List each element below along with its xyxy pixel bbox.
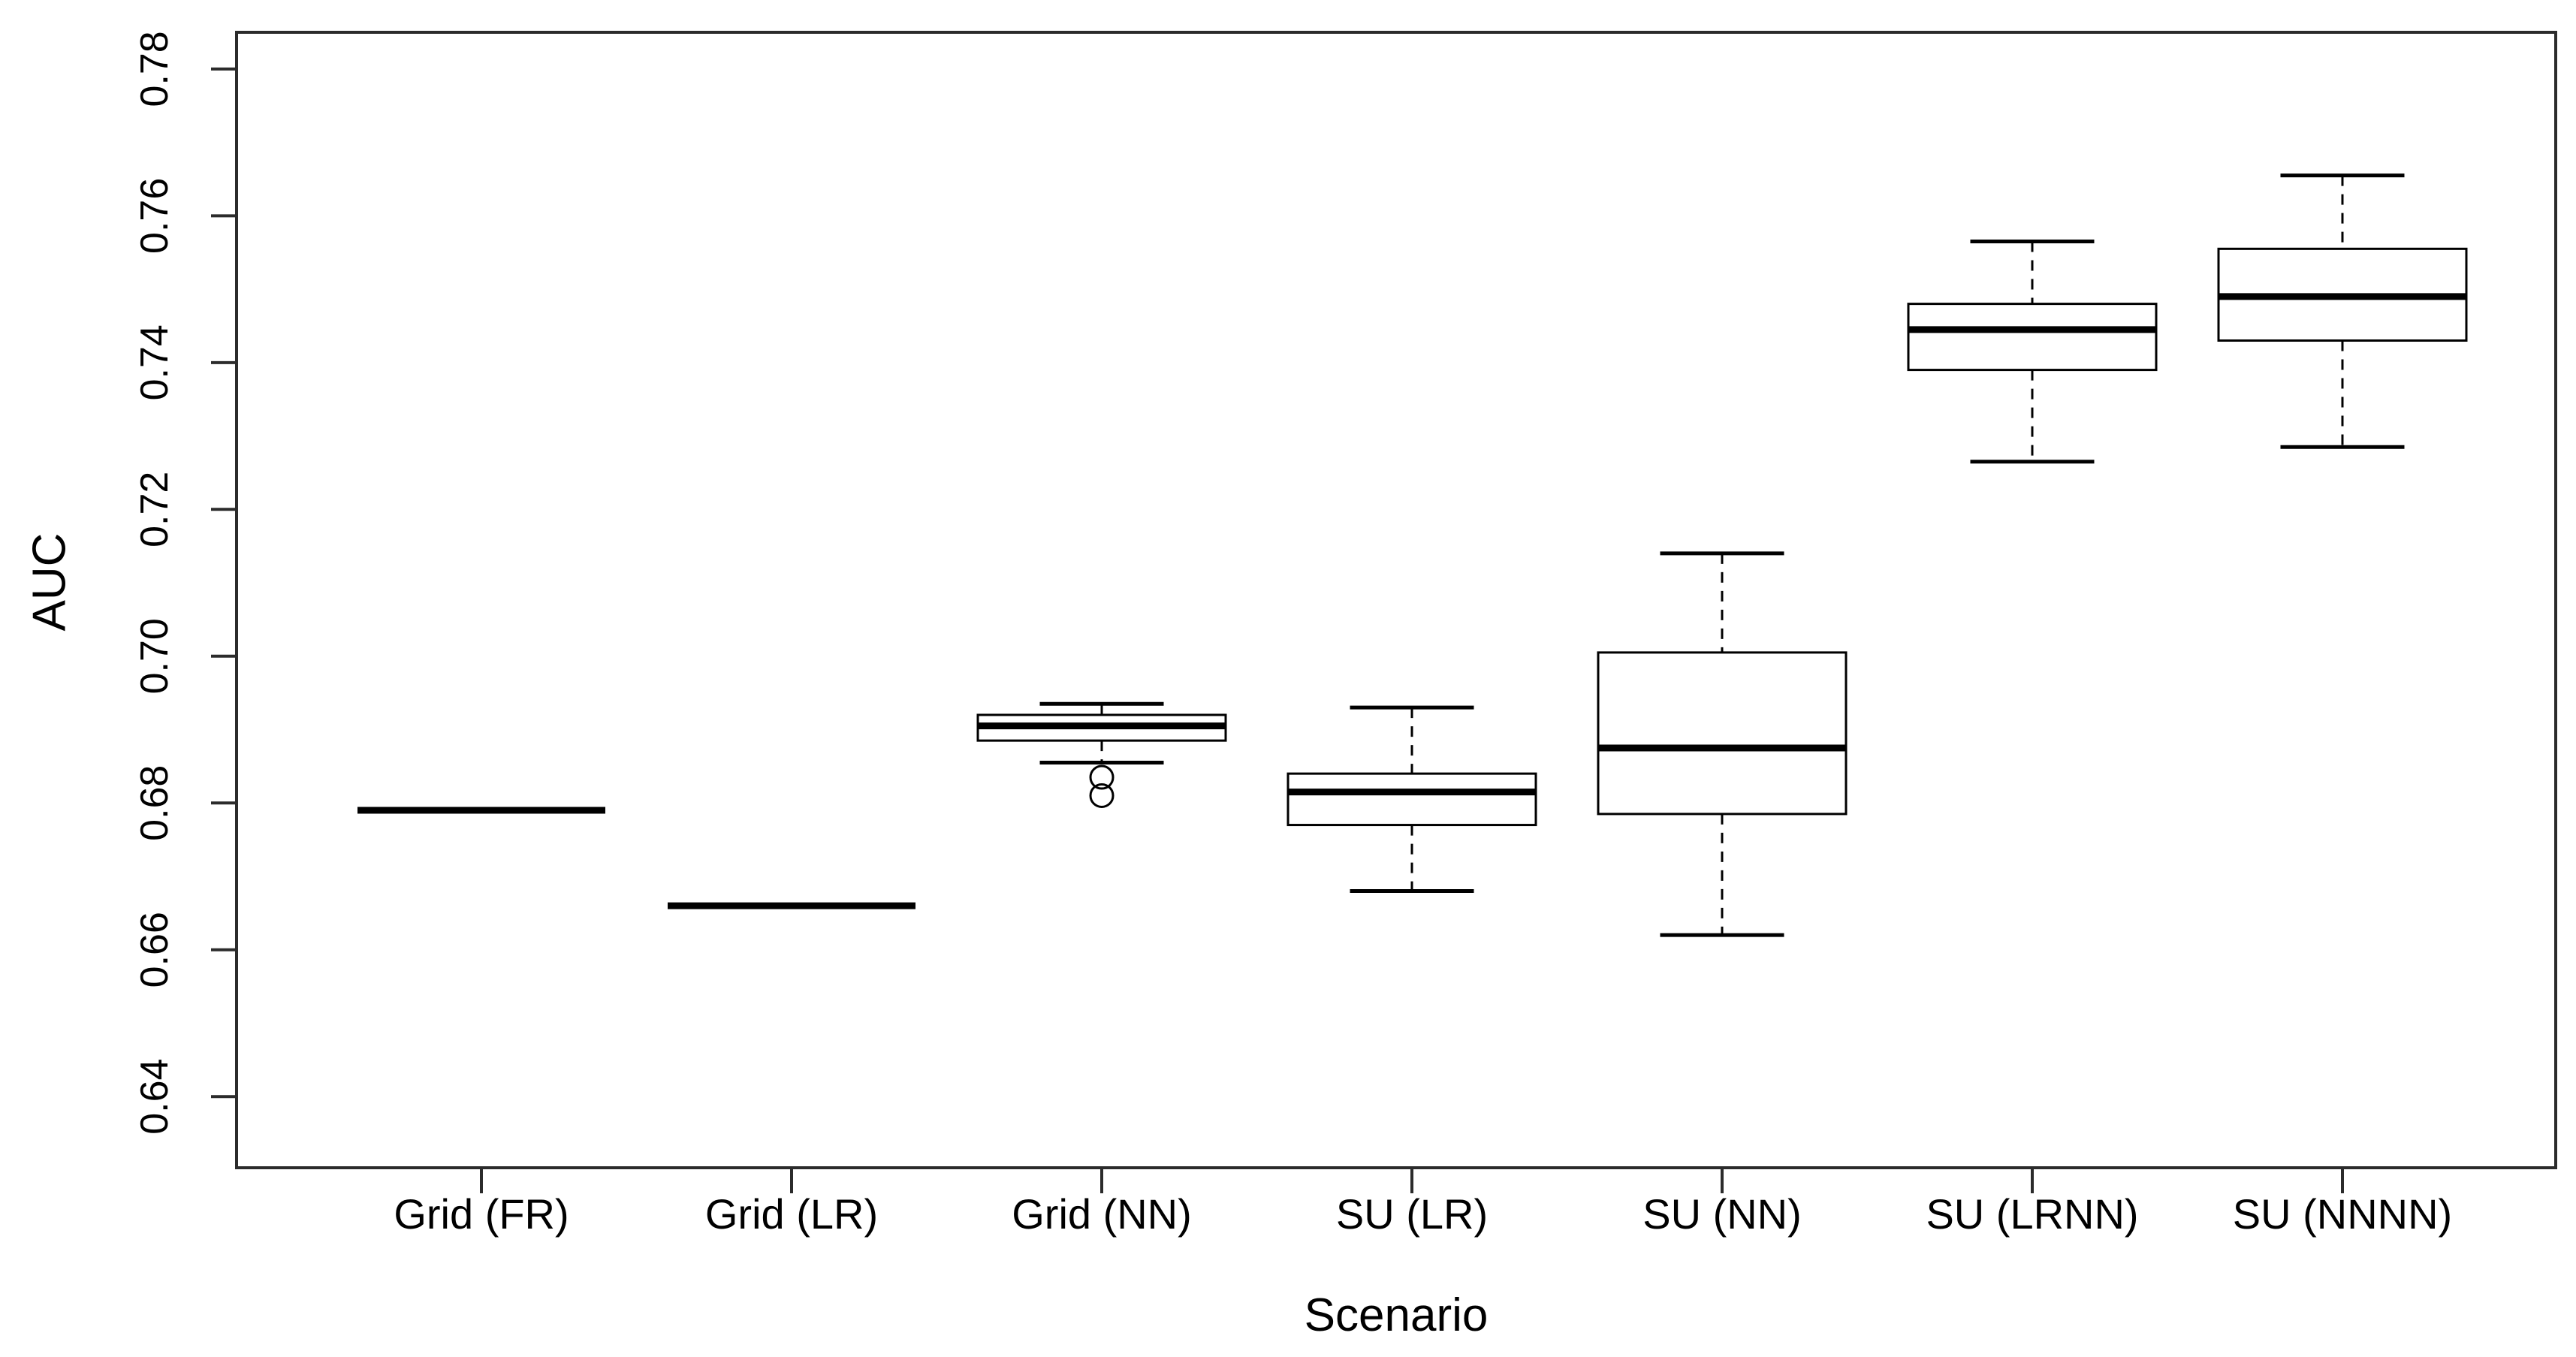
- x-tick-label: SU (NN): [1642, 1190, 1802, 1238]
- y-tick-label: 0.66: [133, 912, 176, 988]
- iqr-box: [1907, 303, 2158, 372]
- iqr-box: [1597, 651, 1848, 816]
- x-tick-label: SU (LR): [1336, 1190, 1488, 1238]
- boxplot-su-lrnn: [1907, 240, 2158, 464]
- outlier-point: [1089, 764, 1115, 790]
- x-tick-label: Grid (NN): [1012, 1190, 1192, 1238]
- boxplot-series: [357, 173, 2468, 937]
- boxplot-grid-nn: [976, 701, 1227, 808]
- y-tick-label: 0.72: [133, 472, 176, 547]
- y-tick-label: 0.74: [133, 324, 176, 400]
- x-tick-label: SU (LRNN): [1926, 1190, 2138, 1238]
- y-tick-label: 0.70: [133, 618, 176, 694]
- x-axis: Grid (FR) Grid (LR) Grid (NN) SU (LR) SU (NN…: [394, 1168, 2452, 1238]
- iqr-box: [1286, 772, 1537, 827]
- y-axis-title: AUC: [24, 533, 76, 632]
- x-tick-label: Grid (LR): [705, 1190, 878, 1238]
- y-tick-label: 0.78: [133, 31, 176, 107]
- boxplot-su-lr: [1286, 705, 1537, 894]
- boxplot-su-nn: [1597, 551, 1848, 937]
- y-tick-label: 0.64: [133, 1059, 176, 1135]
- outlier-point: [1089, 783, 1115, 808]
- plot-border: [235, 31, 2557, 1169]
- y-tick-label: 0.68: [133, 765, 176, 841]
- y-tick-label: 0.76: [133, 178, 176, 254]
- x-tick-label: Grid (FR): [394, 1190, 569, 1238]
- y-axis: 0.64 0.66 0.68 0.70 0.72 0.74 0.76 0.78: [133, 31, 237, 1135]
- boxplot-su-nnnn: [2217, 173, 2468, 449]
- x-tick-label: SU (NNNN): [2233, 1190, 2452, 1238]
- x-axis-title: Scenario: [1305, 1289, 1489, 1341]
